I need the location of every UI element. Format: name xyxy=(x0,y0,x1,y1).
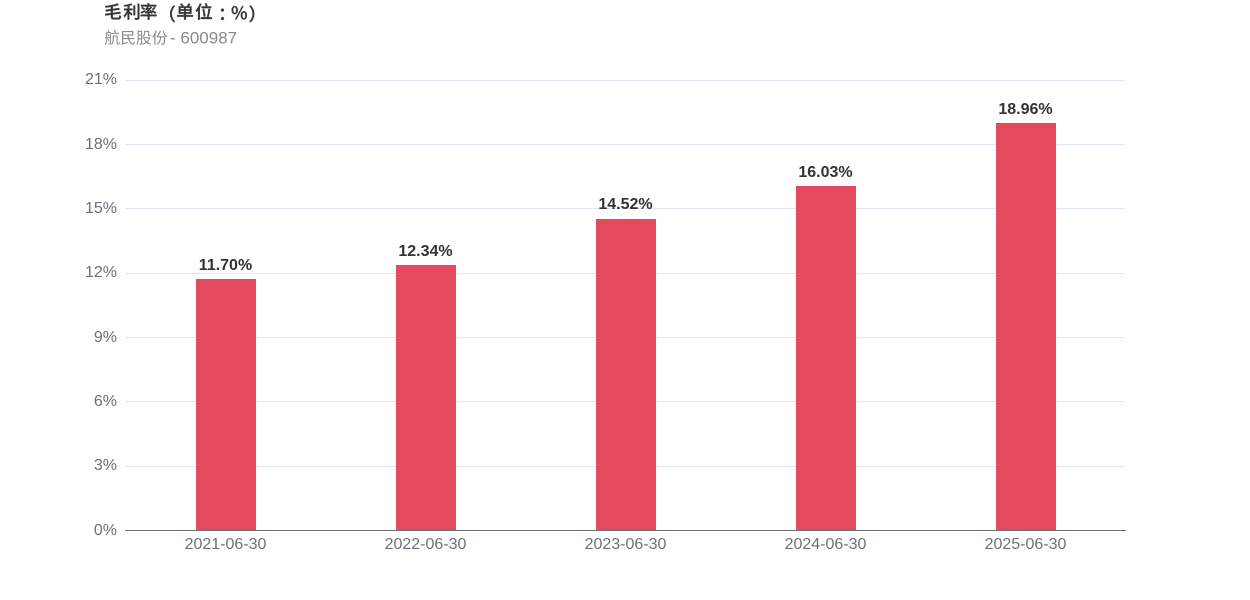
svg-text:- 600987: - 600987 xyxy=(170,28,237,47)
